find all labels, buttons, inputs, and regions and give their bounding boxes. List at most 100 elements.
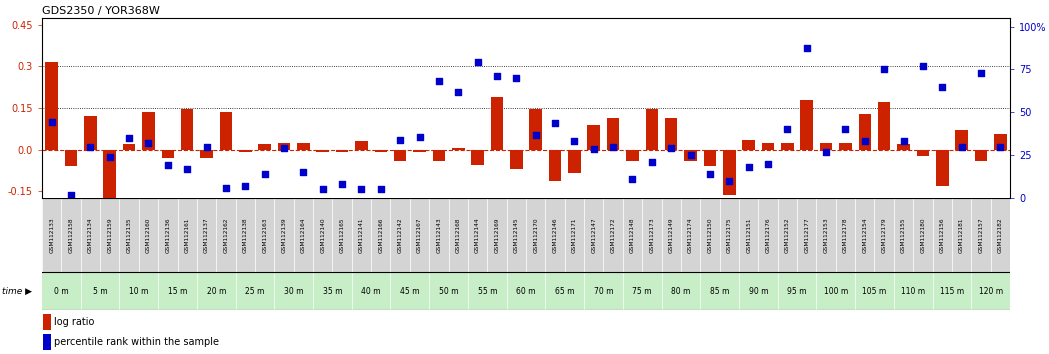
Text: GSM112156: GSM112156 (940, 217, 945, 253)
Point (895, 139, 912, 144)
Point (315, 187, 331, 192)
Point (528, 132, 544, 137)
Text: GSM112155: GSM112155 (901, 217, 906, 253)
Point (663, 145, 680, 151)
Text: GSM112165: GSM112165 (340, 217, 344, 253)
Point (489, 73, 506, 79)
Bar (819, 143, 832, 149)
Bar (623, 198, 642, 272)
Point (624, 176, 641, 182)
Bar (278, 143, 291, 149)
Text: 100 m: 100 m (823, 286, 848, 296)
Text: GSM112141: GSM112141 (359, 217, 364, 253)
Point (876, 67, 893, 72)
Point (721, 178, 737, 184)
Text: time ▶: time ▶ (2, 286, 33, 296)
Text: GSM112179: GSM112179 (881, 217, 886, 253)
Point (604, 144, 621, 149)
Bar (43, 314, 50, 330)
Point (759, 161, 776, 166)
Point (837, 127, 854, 132)
Point (411, 134, 428, 140)
Point (779, 127, 796, 132)
Text: 15 m: 15 m (168, 286, 187, 296)
Text: GSM112171: GSM112171 (572, 217, 577, 253)
Text: GSM112168: GSM112168 (455, 217, 461, 253)
Text: GSM112158: GSM112158 (68, 217, 73, 253)
Point (237, 183, 254, 189)
Text: 30 m: 30 m (284, 286, 303, 296)
Point (856, 139, 873, 144)
Text: GSM112134: GSM112134 (88, 217, 93, 253)
Bar (603, 198, 623, 272)
Point (198, 144, 215, 149)
Text: GSM112161: GSM112161 (185, 217, 190, 253)
Bar (878, 102, 891, 149)
Bar (468, 198, 488, 272)
Bar (351, 198, 371, 272)
Bar (836, 198, 855, 272)
Bar (936, 149, 948, 185)
Bar (294, 198, 313, 272)
Text: GSM112137: GSM112137 (205, 217, 209, 253)
Bar (471, 149, 484, 165)
Text: 85 m: 85 m (710, 286, 729, 296)
Point (256, 171, 273, 177)
Bar (313, 198, 333, 272)
Bar (255, 198, 275, 272)
Text: 50 m: 50 m (438, 286, 458, 296)
Point (63, 192, 80, 198)
Point (354, 187, 370, 192)
Bar (990, 198, 1010, 272)
Bar (100, 198, 120, 272)
Bar (933, 198, 951, 272)
Bar (956, 130, 968, 149)
Point (391, 137, 408, 143)
Bar (488, 198, 507, 272)
Text: 35 m: 35 m (323, 286, 342, 296)
Point (372, 187, 389, 192)
Text: GSM112149: GSM112149 (668, 217, 673, 253)
Text: 75 m: 75 m (633, 286, 651, 296)
Bar (413, 149, 426, 152)
Text: GSM112138: GSM112138 (242, 217, 248, 253)
Text: 115 m: 115 m (940, 286, 964, 296)
Bar (143, 112, 155, 149)
Bar (371, 198, 390, 272)
Bar (81, 198, 100, 272)
Text: GSM112133: GSM112133 (49, 217, 55, 253)
Bar (491, 97, 504, 149)
Text: 25 m: 25 m (245, 286, 264, 296)
Text: 65 m: 65 m (555, 286, 575, 296)
Text: GSM112174: GSM112174 (688, 217, 693, 253)
Bar (449, 198, 468, 272)
Text: 120 m: 120 m (979, 286, 1003, 296)
Bar (123, 144, 135, 149)
Text: GSM112146: GSM112146 (553, 217, 557, 253)
Bar (858, 114, 871, 149)
Bar (569, 149, 581, 173)
Point (702, 171, 719, 177)
Text: 90 m: 90 m (749, 286, 768, 296)
Text: GSM112172: GSM112172 (611, 217, 616, 253)
Bar (777, 198, 797, 272)
Text: GSM112159: GSM112159 (107, 217, 112, 253)
Text: 45 m: 45 m (400, 286, 420, 296)
Bar (704, 149, 716, 166)
Text: GSM112175: GSM112175 (727, 217, 732, 253)
Bar (626, 149, 639, 161)
Text: GSM112164: GSM112164 (301, 217, 306, 253)
Bar (681, 198, 701, 272)
Text: 40 m: 40 m (361, 286, 381, 296)
Bar (549, 149, 561, 181)
Point (547, 121, 563, 126)
Bar (390, 198, 410, 272)
Point (334, 182, 350, 187)
Text: GSM112167: GSM112167 (418, 217, 422, 253)
Bar (65, 149, 78, 166)
Bar (662, 198, 681, 272)
Text: 0 m: 0 m (55, 286, 68, 296)
Text: percentile rank within the sample: percentile rank within the sample (53, 337, 218, 347)
Bar (393, 149, 406, 161)
Bar (42, 198, 61, 272)
